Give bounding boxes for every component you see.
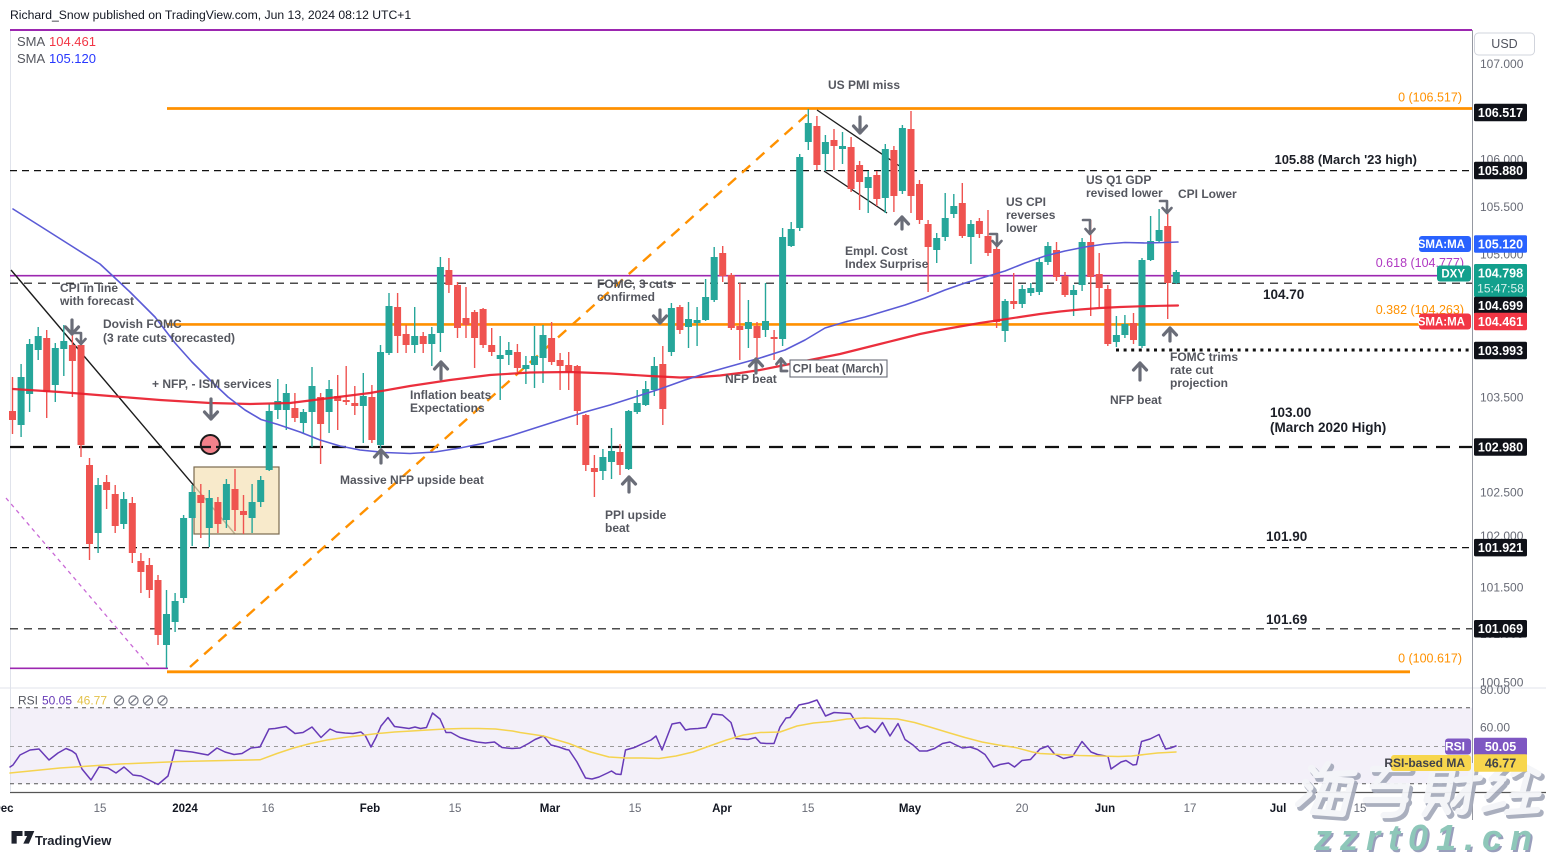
svg-text:46.77: 46.77: [77, 694, 107, 708]
svg-text:105.500: 105.500: [1480, 200, 1524, 214]
svg-text:CPI beat (March): CPI beat (March): [793, 364, 884, 376]
svg-text:RSI: RSI: [18, 694, 38, 708]
svg-text:Richard_Snow published on Trad: Richard_Snow published on TradingView.co…: [10, 8, 411, 22]
svg-text:20: 20: [1016, 803, 1029, 815]
svg-text:101.500: 101.500: [1480, 581, 1524, 595]
svg-text:50.05: 50.05: [42, 694, 72, 708]
svg-text:Expectations: Expectations: [410, 401, 485, 415]
svg-text:15: 15: [1354, 803, 1367, 815]
svg-text:revised lower: revised lower: [1086, 186, 1163, 200]
svg-text:101.90: 101.90: [1266, 529, 1307, 544]
svg-text:May: May: [899, 803, 922, 815]
svg-text:15: 15: [449, 803, 462, 815]
svg-text:beat: beat: [605, 521, 630, 535]
svg-text:Feb: Feb: [360, 803, 380, 815]
svg-text:DXY: DXY: [1441, 268, 1465, 280]
svg-text:Mar: Mar: [540, 803, 561, 815]
svg-text:Inflation beats: Inflation beats: [410, 388, 492, 402]
svg-text:80.00: 80.00: [1480, 683, 1510, 697]
svg-text:105.880: 105.880: [1478, 164, 1523, 178]
svg-text:CPI in line: CPI in line: [60, 281, 118, 295]
svg-text:+ NFP, - ISM services: + NFP, - ISM services: [152, 377, 272, 391]
svg-text:106.517: 106.517: [1478, 106, 1523, 120]
svg-text:Empl. Cost: Empl. Cost: [845, 244, 908, 258]
svg-text:(March 2020 High): (March 2020 High): [1270, 420, 1386, 435]
svg-text:(3 rate cuts forecasted): (3 rate cuts forecasted): [103, 331, 235, 345]
svg-text:Jun: Jun: [1095, 803, 1115, 815]
svg-text:SMA: SMA: [17, 34, 46, 49]
svg-text:zzrt01.cn: zzrt01.cn: [1315, 819, 1542, 857]
svg-text:101.69: 101.69: [1266, 612, 1307, 627]
svg-text:NFP beat: NFP beat: [725, 372, 777, 386]
svg-text:101.069: 101.069: [1478, 622, 1523, 636]
svg-text:RSI: RSI: [1445, 739, 1465, 753]
svg-text:0 (106.517): 0 (106.517): [1398, 91, 1462, 105]
svg-text:SMA:MA: SMA:MA: [1418, 239, 1465, 251]
svg-text:US PMI miss: US PMI miss: [828, 78, 900, 92]
svg-text:15: 15: [802, 803, 815, 815]
svg-text:102.500: 102.500: [1480, 486, 1524, 500]
svg-text:104.798: 104.798: [1478, 267, 1523, 281]
svg-text:103.00: 103.00: [1270, 405, 1311, 420]
svg-text:TradingView: TradingView: [35, 833, 112, 848]
svg-text:rate cut: rate cut: [1170, 363, 1213, 377]
svg-text:SMA:MA: SMA:MA: [1418, 316, 1465, 328]
svg-text:101.921: 101.921: [1478, 541, 1523, 555]
svg-text:105.120: 105.120: [49, 51, 96, 66]
svg-text:50.05: 50.05: [1485, 740, 1516, 754]
svg-text:103.500: 103.500: [1480, 391, 1524, 405]
svg-text:zzrt01.cn: zzrt01.cn: [1313, 817, 1540, 857]
svg-text:NFP beat: NFP beat: [1110, 393, 1162, 407]
svg-text:confirmed: confirmed: [597, 290, 655, 304]
svg-text:17: 17: [1184, 803, 1197, 815]
svg-text:US CPI: US CPI: [1006, 195, 1046, 209]
svg-text:60.00: 60.00: [1480, 721, 1510, 735]
svg-text:Dovish FOMC: Dovish FOMC: [103, 317, 182, 331]
svg-text:104.699: 104.699: [1478, 299, 1523, 313]
svg-text:lower: lower: [1006, 221, 1038, 235]
svg-text:46.77: 46.77: [1485, 756, 1516, 770]
svg-text:104.461: 104.461: [49, 34, 96, 49]
svg-text:15: 15: [94, 803, 107, 815]
svg-text:103.993: 103.993: [1478, 344, 1523, 358]
svg-text:with forecast: with forecast: [59, 294, 134, 308]
svg-text:102.980: 102.980: [1478, 440, 1523, 454]
svg-text:15:47:58: 15:47:58: [1477, 282, 1524, 296]
svg-text:projection: projection: [1170, 376, 1228, 390]
svg-text:SMA: SMA: [17, 51, 46, 66]
svg-text:2024: 2024: [172, 803, 198, 815]
svg-text:FOMC trims: FOMC trims: [1170, 350, 1238, 364]
svg-text:104.461: 104.461: [1478, 315, 1523, 329]
svg-text:PPI upside: PPI upside: [605, 508, 667, 522]
svg-text:US Q1 GDP: US Q1 GDP: [1086, 173, 1151, 187]
svg-text:CPI Lower: CPI Lower: [1178, 187, 1237, 201]
svg-text:16: 16: [262, 803, 275, 815]
svg-text:RSI-based MA: RSI-based MA: [1384, 756, 1465, 770]
svg-text:15: 15: [629, 803, 642, 815]
svg-text:USD: USD: [1491, 37, 1517, 51]
svg-text:Jul: Jul: [1270, 803, 1287, 815]
svg-text:104.70: 104.70: [1263, 287, 1304, 302]
svg-text:0 (100.617): 0 (100.617): [1398, 652, 1462, 666]
svg-text:105.88 (March '23 high): 105.88 (March '23 high): [1274, 152, 1417, 167]
svg-text:100.500: 100.500: [1480, 676, 1524, 690]
svg-text:Apr: Apr: [712, 803, 732, 815]
svg-text:Dec: Dec: [0, 803, 14, 815]
svg-text:FOMC, 3 cuts: FOMC, 3 cuts: [597, 277, 674, 291]
svg-text:reverses: reverses: [1006, 208, 1056, 222]
svg-text:Index Surprise: Index Surprise: [845, 257, 929, 271]
svg-text:105.120: 105.120: [1478, 237, 1523, 251]
svg-text:Massive NFP upside beat: Massive NFP upside beat: [340, 473, 484, 487]
svg-text:107.000: 107.000: [1480, 57, 1524, 71]
